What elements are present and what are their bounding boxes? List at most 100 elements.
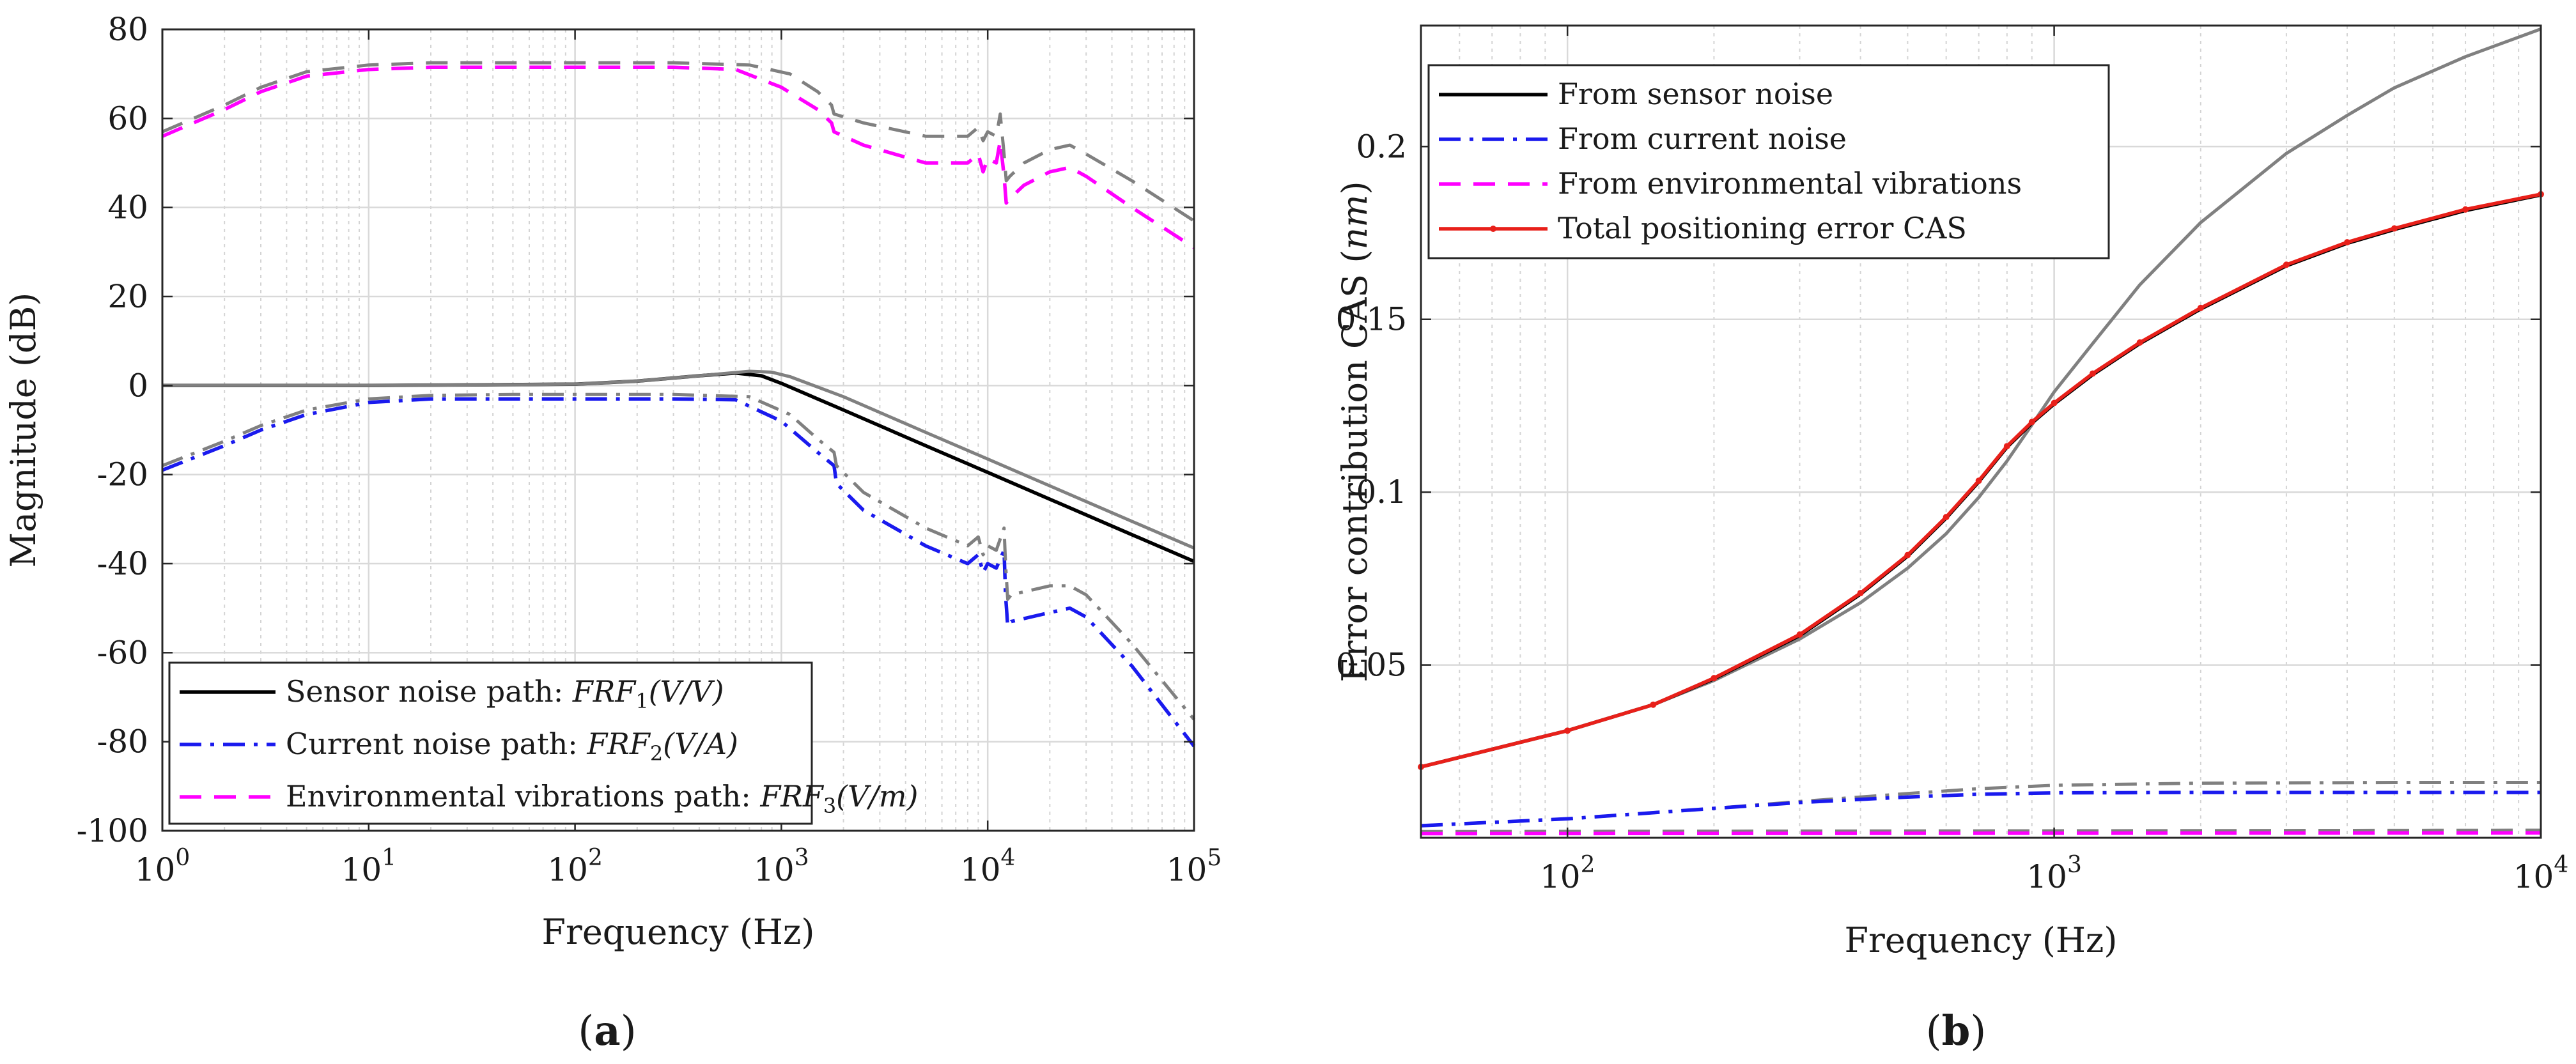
x-tick-label: 101 — [341, 845, 397, 888]
y-tick-label: -40 — [97, 545, 148, 582]
data-point-total — [2391, 225, 2398, 232]
y-axis-label-text: Error contribution CAS ( — [1335, 249, 1375, 682]
caption-close-paren: ) — [621, 1008, 637, 1055]
legend-text: Total positioning error CAS — [1558, 211, 1967, 245]
chart-panel-a: 100 101 102 103 104 105-100-80-60-40-20020406… — [3, 11, 1222, 1055]
x-tick-exponent: 5 — [1207, 845, 1222, 871]
y-tick-label: 0.15 — [1336, 301, 1407, 338]
panel-caption: (b) — [1926, 1007, 1987, 1055]
y-tick-label: 0 — [128, 367, 148, 404]
legend-unit: (V/m) — [836, 779, 918, 813]
chart-panel-b: 102 103 104 0.05 0.1 0.15 0.2 Frequency (Hz) Err… — [1335, 24, 2568, 1055]
x-tick-exponent: 2 — [588, 845, 603, 871]
ticks: 100 101 102 103 104 105-100-80-60-40-20020406… — [77, 11, 1222, 888]
x-tick-base: 10 — [1167, 851, 1207, 888]
y-tick-label: 40 — [107, 189, 148, 226]
x-tick-base: 10 — [341, 851, 382, 888]
y-tick-label: -100 — [77, 812, 148, 849]
x-tick-label: 102 — [1540, 852, 1595, 895]
legend-math: FRF — [586, 727, 651, 761]
x-tick-label: 102 — [547, 845, 603, 888]
x-tick-label: 103 — [2026, 852, 2082, 895]
series-line-total — [1420, 192, 2541, 769]
data-point-total — [1904, 551, 1911, 559]
series-group — [1418, 27, 2544, 836]
y-axis-label: Magnitude (dB) — [3, 293, 43, 568]
x-tick-label: 103 — [754, 845, 809, 888]
caption-open-paren: ( — [578, 1008, 594, 1055]
x-tick-base: 10 — [2513, 858, 2554, 895]
x-tick-label: 105 — [1167, 845, 1222, 888]
plot-area-frame — [161, 28, 1195, 832]
legend-subscript: 3 — [823, 794, 836, 818]
data-point-total — [1650, 701, 1657, 708]
y-axis-label-close: ) — [1335, 181, 1375, 194]
panel-caption: (a) — [578, 1007, 636, 1055]
series-line-env — [161, 65, 1195, 249]
data-point-total — [2051, 399, 2058, 406]
y-axis-label-unit: nm — [1335, 194, 1375, 249]
legend-text: From sensor noise — [1558, 77, 1833, 111]
legend-math: FRF — [572, 674, 637, 709]
legend-subscript: 2 — [650, 741, 663, 766]
y-tick-label: 0.2 — [1356, 128, 1407, 165]
x-axis-label: Frequency (Hz) — [542, 912, 815, 952]
legend-text: Environmental vibrations path: — [286, 779, 760, 813]
data-point-total — [2136, 339, 2143, 346]
data-point-total — [2003, 443, 2010, 450]
caption-open-paren: ( — [1926, 1008, 1942, 1055]
series-line-current_ref — [1420, 781, 2541, 828]
legend-text: From environmental vibrations — [1558, 166, 2022, 201]
legend-label-env: From environmental vibrations — [1558, 166, 2022, 201]
data-point-total — [2283, 261, 2290, 268]
data-point-total — [2462, 206, 2469, 213]
legend-text: Current noise path: — [286, 727, 587, 761]
series-line-current_ref — [162, 392, 1195, 721]
x-tick-label: 104 — [960, 845, 1016, 888]
legend-label-env: Environmental vibrations path: FRF3(V/m) — [286, 779, 918, 818]
y-tick-label: 60 — [107, 100, 148, 137]
x-tick-label: 100 — [135, 845, 190, 888]
caption-close-paren: ) — [1970, 1008, 1986, 1055]
x-axis-label: Frequency (Hz) — [1845, 920, 2118, 960]
caption-letter: b — [1942, 1007, 1971, 1055]
data-point-total — [1564, 727, 1571, 734]
legend: From sensor noise From current noise From … — [1427, 64, 2110, 259]
plot-area-frame — [1420, 24, 2542, 839]
legend-text: Sensor noise path: — [286, 674, 573, 709]
series-group — [161, 61, 1196, 748]
data-point-total — [1796, 631, 1803, 638]
series-line-env_ref — [162, 61, 1195, 222]
legend: Sensor noise path: FRF1(V/V)Current nois… — [168, 661, 918, 825]
x-tick-exponent: 4 — [2554, 852, 2568, 878]
legend-box — [1427, 64, 2110, 259]
data-point-total — [2089, 370, 2096, 377]
legend-label-total: Total positioning error CAS — [1558, 211, 1967, 245]
legend-label-current: Current noise path: FRF2(V/A) — [286, 727, 738, 766]
legend-unit: (V/V) — [649, 674, 724, 709]
legend-label-current: From current noise — [1558, 121, 1847, 156]
x-tick-exponent: 3 — [2067, 852, 2082, 878]
legend-unit: (V/A) — [663, 727, 738, 761]
y-tick-label: -60 — [97, 634, 148, 671]
y-tick-label: -20 — [97, 456, 148, 493]
data-point-total — [1857, 590, 1864, 597]
y-tick-label: 0.1 — [1356, 474, 1407, 511]
x-tick-exponent: 3 — [795, 845, 809, 871]
y-axis-label: Error contribution CAS (nm) — [1335, 181, 1375, 682]
x-tick-exponent: 2 — [1581, 852, 1595, 878]
legend-math: FRF — [759, 779, 825, 813]
x-tick-base: 10 — [960, 851, 1001, 888]
legend-text: From current noise — [1558, 121, 1847, 156]
x-tick-base: 10 — [547, 851, 588, 888]
y-tick-label: 0.05 — [1336, 647, 1407, 684]
x-tick-exponent: 4 — [1001, 845, 1016, 871]
series-line-sensor — [162, 371, 1195, 564]
legend-label-sensor: From sensor noise — [1558, 77, 1833, 111]
data-point-total — [1975, 477, 1982, 484]
data-point-total — [1711, 675, 1718, 682]
x-tick-exponent: 1 — [382, 845, 396, 871]
y-axis-label-text: Magnitude (dB) — [3, 293, 43, 568]
x-tick-base: 10 — [754, 851, 795, 888]
